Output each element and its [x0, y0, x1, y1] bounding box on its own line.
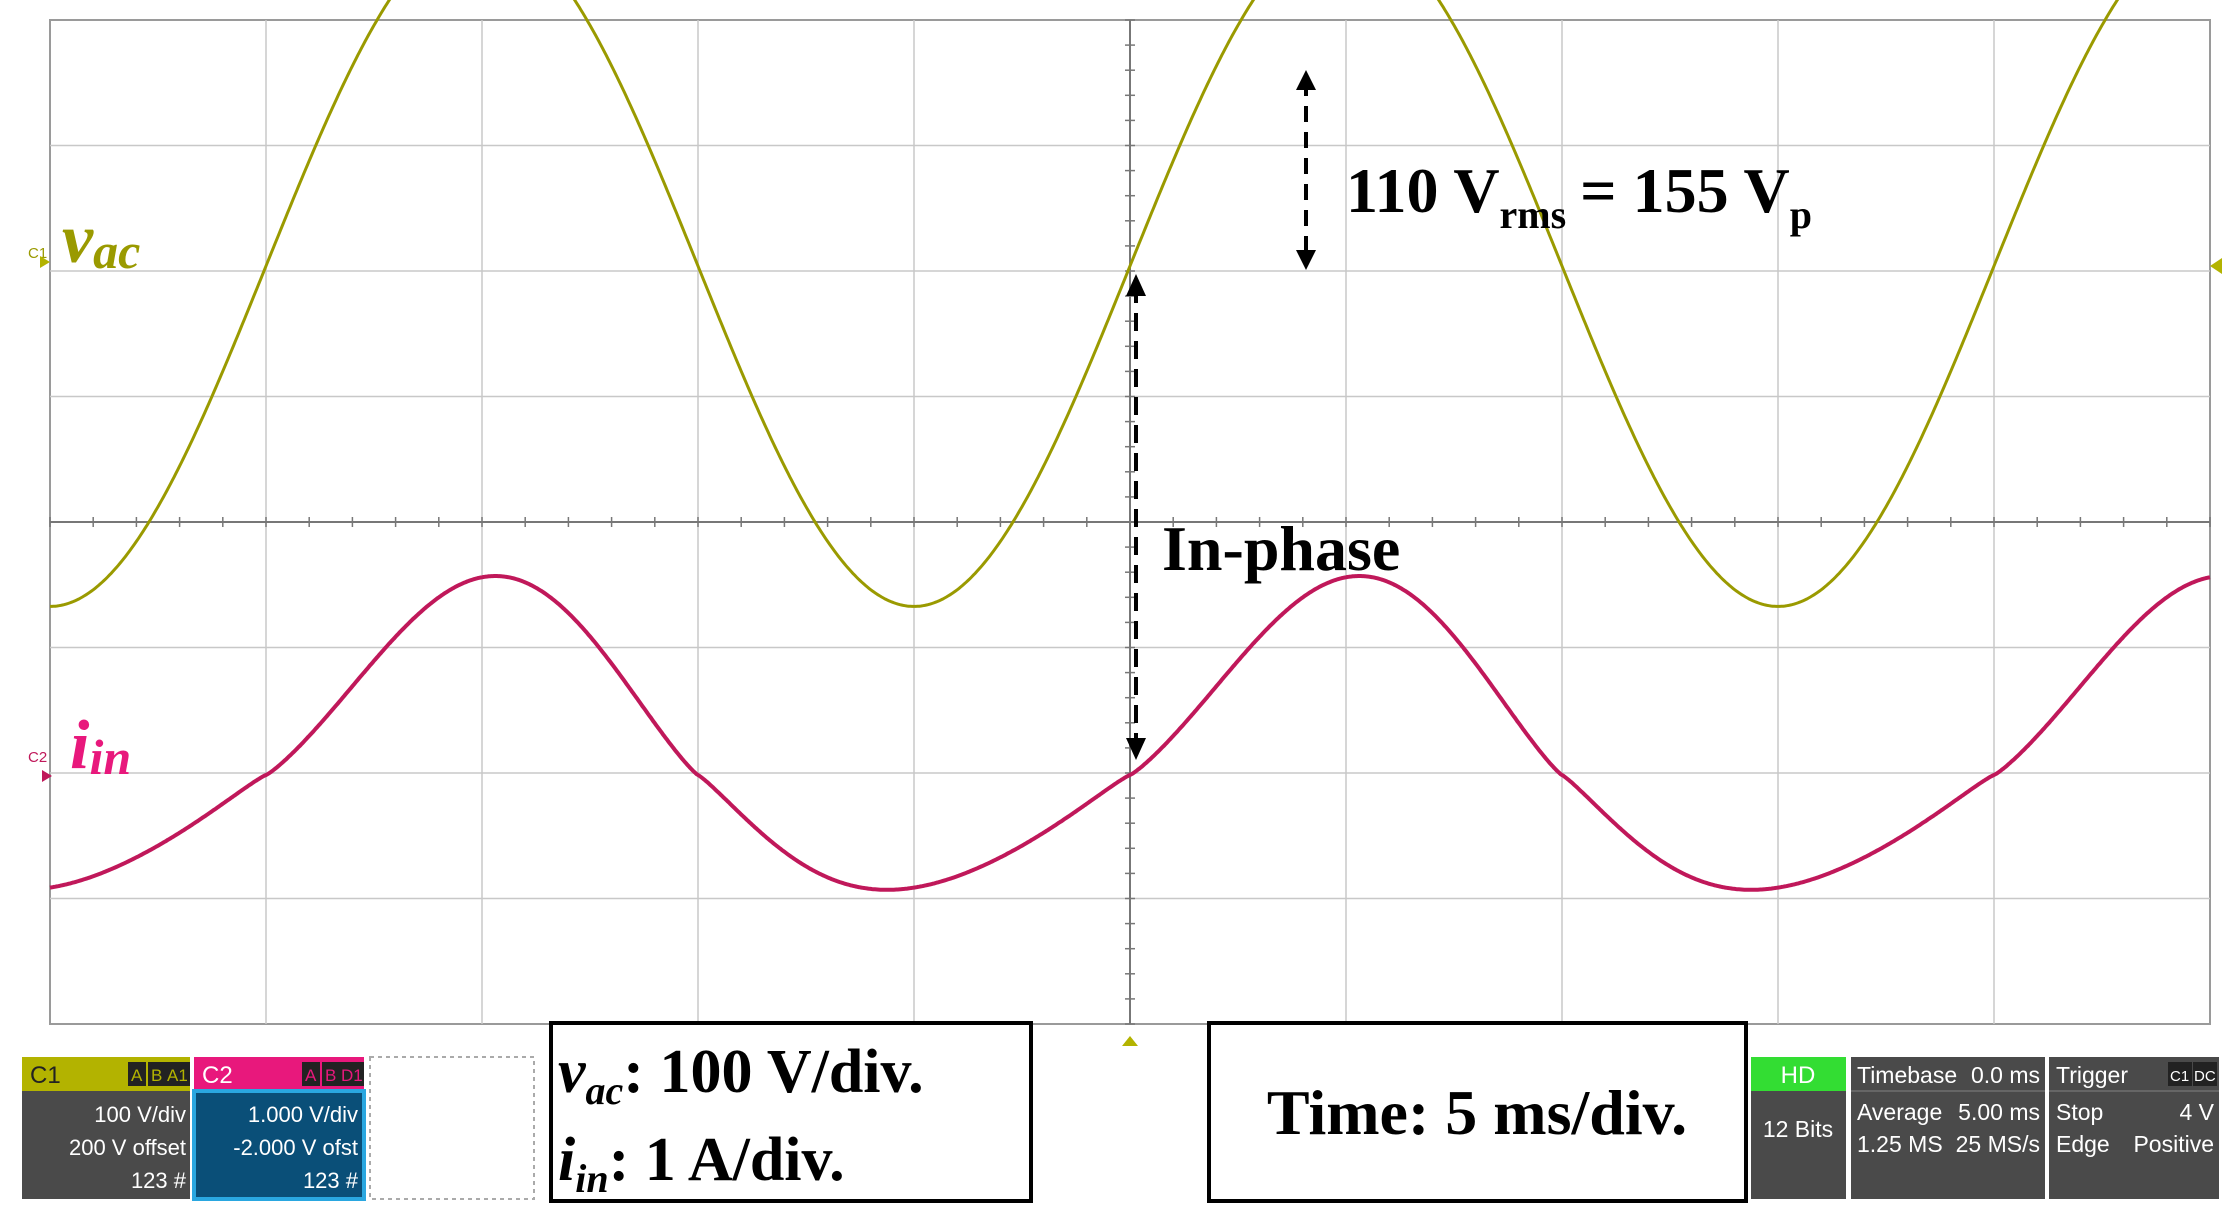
c1-marker-arrow — [40, 256, 50, 268]
c2-badge-b: B — [325, 1066, 336, 1085]
acq-mode: Average — [1857, 1099, 1942, 1125]
series-iin-trace — [49, 574, 2211, 892]
c2-vdiv: 1.000 V/div — [248, 1102, 358, 1127]
time-div: 5.00 ms — [1958, 1099, 2040, 1125]
c1-offset: 200 V offset — [69, 1135, 186, 1160]
c1-marker: C1 — [28, 245, 50, 268]
legend-time-scale: Time: 5 ms/div. — [1267, 1077, 1687, 1148]
c1-count: 123 # — [131, 1168, 187, 1193]
time-legend-frame — [1207, 1021, 1748, 1203]
timebase-label: Timebase — [1857, 1062, 1957, 1088]
c2-marker-label: C2 — [28, 749, 47, 766]
amplitude-annotation: 110 Vrms = 155 Vp — [1296, 70, 1812, 270]
sample-rate: 25 MS/s — [1956, 1131, 2040, 1157]
trigger-position-marker — [1122, 1036, 1138, 1046]
in-phase-annotation: In-phase — [1126, 274, 1400, 760]
c1-descriptor: C1 A B A1 100 V/div 200 V offset 123 # — [22, 1057, 190, 1199]
in-phase-arrow-head-down — [1126, 738, 1146, 760]
c2-count: 123 # — [303, 1168, 359, 1193]
c1-badge-b: B — [151, 1066, 162, 1085]
memory-depth: 1.25 MS — [1857, 1131, 1943, 1157]
c1-badge-a: A — [131, 1066, 143, 1085]
trigger-state: Stop — [2056, 1099, 2103, 1125]
empty-channel-slot — [369, 1056, 535, 1200]
c2-body — [192, 1089, 366, 1201]
series-vac-trace — [50, 0, 2120, 608]
c2-marker: C2 — [28, 749, 52, 782]
hd-label: HD — [1781, 1062, 1816, 1089]
series-iin-label: iin — [70, 707, 131, 785]
timebase-panel: Timebase 0.0 ms Average 5.00 ms 1.25 MS … — [1851, 1057, 2045, 1199]
c2-name: C2 — [202, 1062, 233, 1089]
trigger-source-badge: C1 — [2170, 1068, 2189, 1085]
amplitude-label: 110 Vrms = 155 Vp — [1346, 155, 1812, 237]
series-vac-label: vac — [62, 201, 140, 279]
timebase-body — [1851, 1057, 2045, 1199]
in-phase-label: In-phase — [1162, 513, 1400, 584]
time-legend-box: Time: 5 ms/div. — [1207, 1021, 1748, 1203]
legend-vac-scale: vac: 100 V/div. — [558, 1038, 924, 1113]
in-phase-arrow-head-up — [1126, 274, 1146, 296]
c1-vdiv: 100 V/div — [94, 1102, 186, 1127]
c2-marker-arrow — [42, 770, 52, 782]
hd-badge — [1751, 1057, 1846, 1091]
trigger-level: 4 V — [2179, 1099, 2214, 1125]
bits-label: 12 Bits — [1763, 1116, 1833, 1142]
c1-badge-a1: A1 — [167, 1066, 188, 1085]
scale-legend-box: vac: 100 V/div. iin: 1 A/div. — [549, 1021, 1033, 1203]
c2-descriptor: C2 A B D1 1.000 V/div -2.000 V ofst 123 … — [192, 1057, 366, 1201]
scope-center-axes — [49, 19, 2211, 1025]
timebase-value: 0.0 ms — [1971, 1062, 2040, 1088]
trigger-panel: Trigger C1 DC Stop 4 V Edge Positive — [2049, 1057, 2219, 1199]
trigger-label: Trigger — [2056, 1062, 2128, 1088]
resolution-panel: HD 12 Bits — [1751, 1057, 1846, 1199]
trigger-level-marker — [2210, 258, 2222, 274]
c2-badge-a: A — [305, 1066, 317, 1085]
c1-body — [22, 1091, 190, 1199]
scale-legend-frame — [549, 1021, 1033, 1203]
amplitude-arrow-head-down — [1296, 250, 1316, 270]
c2-offset: -2.000 V ofst — [233, 1135, 358, 1160]
trigger-coupling-badge: DC — [2194, 1068, 2216, 1085]
c2-badge-d1: D1 — [341, 1066, 363, 1085]
amplitude-arrow-head-up — [1296, 70, 1316, 90]
legend-iin-scale: iin: 1 A/div. — [558, 1126, 845, 1201]
trigger-type: Edge — [2056, 1131, 2110, 1157]
trigger-slope: Positive — [2133, 1131, 2214, 1157]
c1-name: C1 — [30, 1062, 61, 1089]
